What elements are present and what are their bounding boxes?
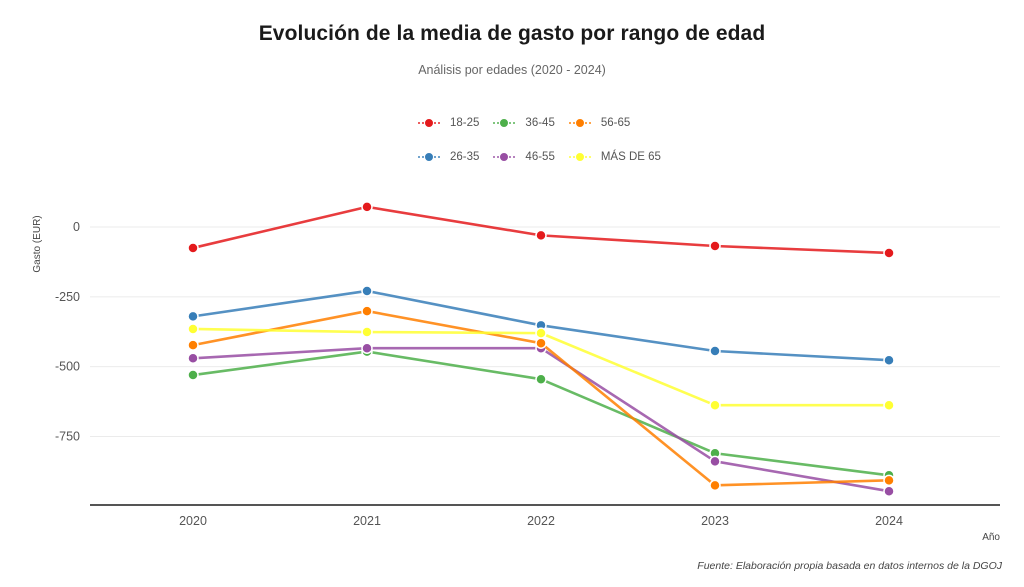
data-point[interactable] [535,229,547,242]
x-tick-label: 2022 [527,514,555,528]
series-18-25 [187,201,895,259]
legend-label: 18-25 [450,117,480,129]
data-point[interactable] [883,485,895,497]
data-point[interactable] [361,201,373,213]
y-tick-label: -250 [55,290,80,304]
data-point[interactable] [709,345,721,357]
x-tick-label: 2024 [875,514,903,528]
legend-marker-icon [418,151,440,163]
legend-label: 46-55 [525,151,555,163]
legend-label: 56-65 [600,117,631,129]
legend-label: MÁS DE 65 [600,151,661,163]
chart-title: Evolución de la media de gasto por rango… [258,22,766,45]
legend-marker-icon [568,117,591,129]
data-point[interactable] [187,352,199,365]
data-point[interactable] [535,327,547,339]
data-point[interactable] [709,240,721,252]
data-point[interactable] [187,369,199,381]
data-point[interactable] [883,354,895,366]
legend-item-mas-de-65[interactable]: MÁS DE 65 [568,151,661,163]
series-group [187,201,895,497]
data-point[interactable] [187,323,199,335]
legend-item-36-45[interactable]: 36-45 [493,117,555,129]
data-point[interactable] [361,326,373,338]
chart-caption: Fuente: Elaboración propia basada en dat… [697,560,1002,572]
data-point[interactable] [361,285,373,297]
data-point[interactable] [187,310,199,323]
y-axis-title: Gasto (EUR) [32,215,43,272]
legend-row: 18-25 36-45 56-65 [418,113,718,133]
legend-label: 26-35 [450,151,480,163]
y-tick-label: -750 [55,429,80,443]
data-point[interactable] [883,247,895,259]
legend-item-56-65[interactable]: 56-65 [568,117,631,129]
series-line [192,346,890,493]
data-point[interactable] [361,305,373,317]
chart-subtitle: Análisis por edades (2020 - 2024) [418,63,606,77]
data-point[interactable] [883,474,895,487]
x-tick-label: 2023 [701,514,729,528]
y-tick-label: 0 [73,220,80,234]
y-tick-label: -500 [55,360,80,374]
data-point[interactable] [709,455,721,468]
legend-marker-icon [493,151,516,163]
data-point[interactable] [361,342,373,354]
data-point[interactable] [535,337,547,349]
x-tick-label: 2020 [179,514,207,528]
legend-item-46-55[interactable]: 46-55 [493,151,555,163]
series-26-35 [187,285,895,366]
data-point[interactable] [535,373,547,385]
gridlines [90,226,1000,437]
data-point[interactable] [709,399,721,411]
series-56-65 [187,305,895,492]
legend-item-26-35[interactable]: 26-35 [418,151,479,163]
x-axis-title: Año [982,532,1000,543]
data-point[interactable] [709,479,721,492]
x-axis-ticks: 2020 2021 2022 2023 2024 [179,514,903,528]
y-axis-ticks: 0 -250 -500 -750 [55,220,80,443]
series-m-s-de-65 [187,323,895,411]
legend-marker-icon [493,117,516,129]
legend: 18-25 36-45 56-65 26-35 46-55 MÁS DE 65 [418,113,718,181]
legend-row: 26-35 46-55 MÁS DE 65 [418,147,718,167]
legend-marker-icon [568,151,591,163]
data-point[interactable] [187,339,199,351]
legend-label: 36-45 [525,117,555,129]
x-tick-label: 2021 [353,514,381,528]
legend-marker-icon [418,117,440,129]
legend-item-18-25[interactable]: 18-25 [418,117,479,129]
data-point[interactable] [883,399,895,411]
data-point[interactable] [187,242,199,254]
series-line [192,350,890,477]
